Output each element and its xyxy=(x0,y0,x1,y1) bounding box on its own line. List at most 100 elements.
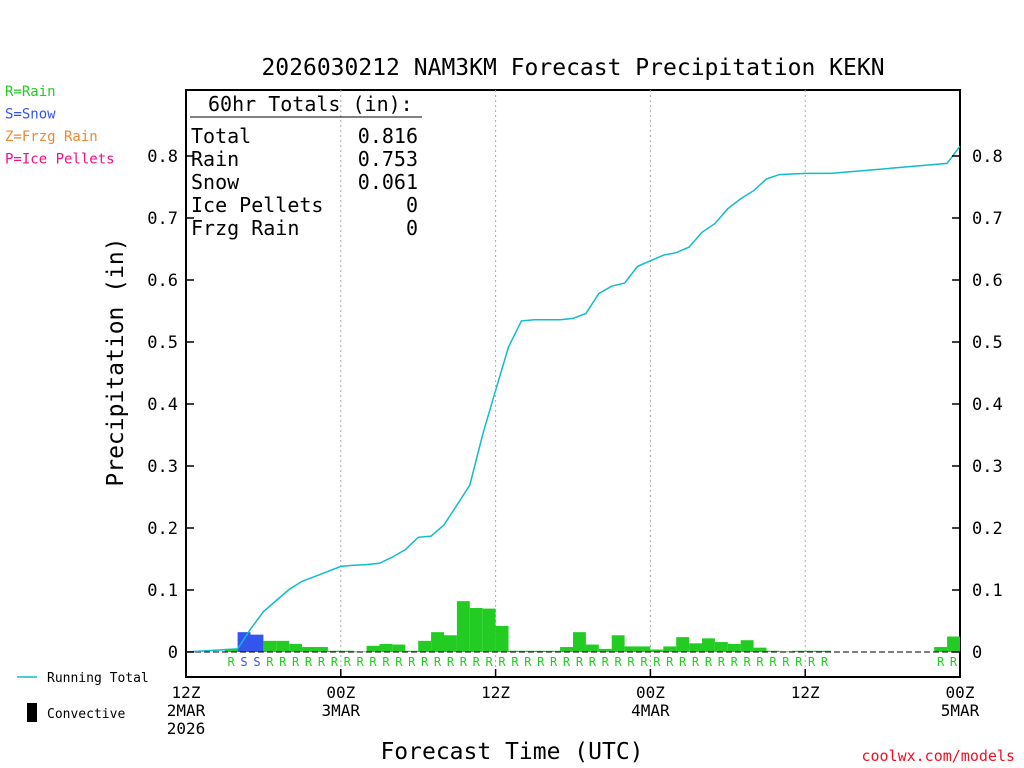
y-tick-label-left: 0.3 xyxy=(147,457,178,477)
y-tick-label-right: 0.1 xyxy=(972,581,1003,601)
precip-type-letter: R xyxy=(640,655,648,669)
precip-type-letter: S xyxy=(253,655,260,669)
y-tick-label-left: 0.5 xyxy=(147,333,178,353)
y-tick-label-left: 0.7 xyxy=(147,209,178,229)
precip-type-letter: R xyxy=(679,655,687,669)
running-total-layer xyxy=(185,145,961,653)
precip-bar xyxy=(585,644,599,652)
precip-type-letter: R xyxy=(498,655,506,669)
y-tick-label-right: 0.3 xyxy=(972,457,1003,477)
precip-type-letter: R xyxy=(331,655,339,669)
precip-bar xyxy=(547,650,561,652)
running-total-line xyxy=(185,145,961,653)
y-axes: 0 00.1 0.10.2 0.20.3 0.30.4 0.40.5 0.50.6 0.60.… xyxy=(147,147,1002,663)
precip-bar xyxy=(444,635,457,652)
x-tick-label: 00Z xyxy=(946,683,975,702)
plot-frame xyxy=(185,89,961,678)
precip-type-letter: R xyxy=(705,655,713,669)
precip-bar xyxy=(624,646,638,652)
x-tick-label: 00Z xyxy=(636,683,665,702)
precip-bar xyxy=(276,640,290,652)
precip-bar xyxy=(289,643,303,652)
credit-text: coolwx.com/models xyxy=(861,747,1015,765)
x-tick-label: 5MAR xyxy=(941,701,980,720)
x-tick-label: 2026 xyxy=(167,719,206,738)
precip-type-letter: R xyxy=(369,655,377,669)
precip-bar xyxy=(689,643,702,652)
y-tick-label-left: 0.6 xyxy=(147,271,178,291)
precip-bar xyxy=(598,648,612,652)
precip-type-letter: R xyxy=(408,655,416,669)
line-legend: Running Total Convective xyxy=(17,671,149,722)
precip-type-letter: R xyxy=(563,655,571,669)
totals-row-label: Snow xyxy=(191,170,240,194)
x-axis-label: Forecast Time (UTC) xyxy=(380,739,643,765)
precip-bar xyxy=(714,642,728,652)
precip-type-legend-item: R=Rain xyxy=(5,84,56,100)
precip-bar xyxy=(302,647,315,652)
precip-type-letter: S xyxy=(240,655,247,669)
precip-bar xyxy=(263,640,277,652)
y-tick-label-right: 0.7 xyxy=(972,209,1003,229)
chart-title: 2026030212 NAM3KM Forecast Precipitation… xyxy=(261,55,884,81)
precip-bar xyxy=(366,645,380,652)
y-tick-label-right: 0.6 xyxy=(972,271,1003,291)
precip-type-letter: R xyxy=(460,655,468,669)
precip-bar xyxy=(805,650,819,652)
totals-row-value: 0 xyxy=(406,216,418,240)
precip-bar xyxy=(327,650,341,652)
totals-header: 60hr Totals (in): xyxy=(208,92,413,116)
precip-type-letter: R xyxy=(808,655,816,669)
precip-type-letter: R xyxy=(486,655,494,669)
precip-type-letter: R xyxy=(537,655,545,669)
precip-type-letter: R xyxy=(395,655,403,669)
precip-type-letter: R xyxy=(292,655,300,669)
precip-bar xyxy=(702,638,715,652)
totals-row-value: 0.816 xyxy=(358,124,418,148)
y-tick-label-left: 0.8 xyxy=(147,147,178,167)
precip-bar xyxy=(676,637,690,652)
precip-type-letter: R xyxy=(434,655,442,669)
precip-type-letter: R xyxy=(795,655,803,669)
convective-legend-label: Convective xyxy=(47,707,125,722)
precip-bar xyxy=(740,640,754,652)
totals-box: 60hr Totals (in): Total 0.816 Rain 0.753 Sno… xyxy=(190,92,422,240)
y-tick-label-right: 0.2 xyxy=(972,519,1003,539)
precip-type-letter: R xyxy=(937,655,945,669)
x-tick-label: 2MAR xyxy=(167,701,206,720)
precip-bar xyxy=(250,634,264,652)
precip-type-letter: R xyxy=(756,655,764,669)
precip-type-legend-item: P=Ice Pellets xyxy=(5,152,115,168)
precip-bar xyxy=(431,632,444,652)
precip-type-letter: R xyxy=(627,655,635,669)
running-total-legend-label: Running Total xyxy=(47,671,149,686)
precip-bar xyxy=(405,650,419,652)
y-tick-label-left: 0.1 xyxy=(147,581,178,601)
x-tick-label: 12Z xyxy=(172,683,201,702)
precip-bar xyxy=(521,650,535,652)
precip-type-legend-item: Z=Frzg Rain xyxy=(5,129,98,145)
precip-type-letter: R xyxy=(473,655,481,669)
precip-type-letter: R xyxy=(576,655,584,669)
precip-type-letter: R xyxy=(344,655,352,669)
precip-bar xyxy=(340,650,354,652)
precip-bar xyxy=(611,635,625,652)
precip-type-letter: R xyxy=(550,655,558,669)
precip-bar xyxy=(818,650,831,652)
precip-bar xyxy=(766,650,780,652)
precip-type-letter: R xyxy=(731,655,739,669)
precip-bar xyxy=(792,650,806,652)
hourly-bars xyxy=(224,601,960,653)
x-tick-label: 12Z xyxy=(481,683,510,702)
precip-bar xyxy=(495,625,509,652)
precip-bar xyxy=(418,640,432,652)
x-tick-label: 4MAR xyxy=(631,701,670,720)
precip-type-letter: R xyxy=(653,655,661,669)
precip-type-letter: R xyxy=(692,655,700,669)
precip-type-letter: R xyxy=(447,655,455,669)
precip-type-letter: R xyxy=(318,655,326,669)
precip-type-letter: R xyxy=(421,655,429,669)
precip-type-letter: R xyxy=(821,655,829,669)
